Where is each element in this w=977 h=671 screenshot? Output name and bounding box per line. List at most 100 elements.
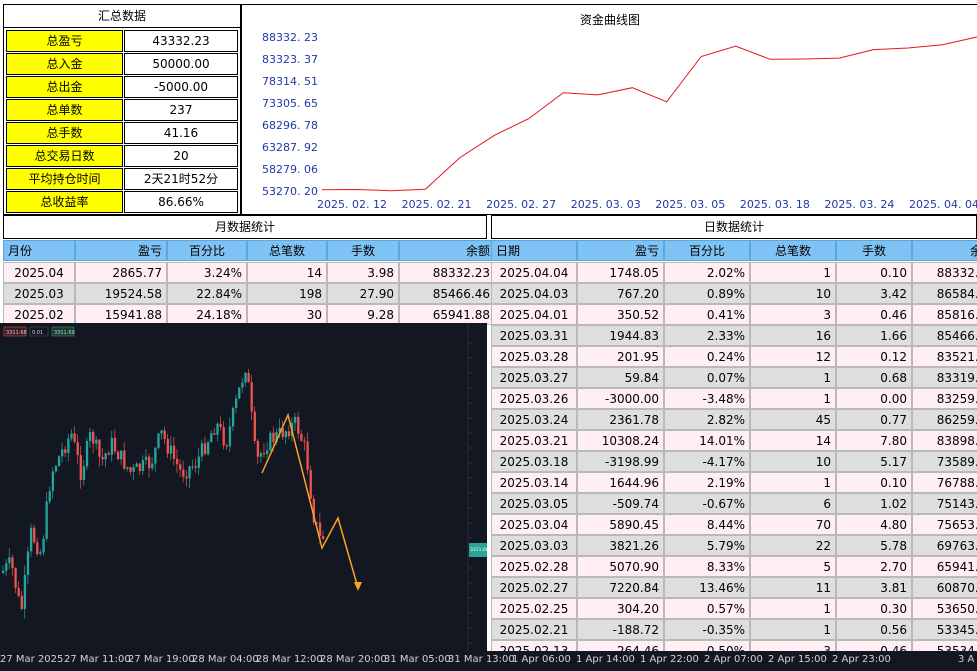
summary-title: 汇总数据 — [4, 5, 240, 28]
candle — [284, 430, 288, 445]
table-cell: -3198.99 — [577, 451, 664, 472]
candle — [303, 436, 306, 451]
table-header-cell[interactable]: 盈亏 — [577, 240, 664, 261]
table-cell: 0.07% — [664, 367, 750, 388]
price-chip[interactable]: 0.01 — [29, 326, 49, 337]
table-cell: 53650.14 — [912, 598, 977, 619]
table-header-cell[interactable]: 总笔数 — [750, 240, 836, 261]
table-header-cell[interactable]: 总笔数 — [247, 240, 327, 261]
time-axis-label: 1 Apr 06:00 — [512, 654, 571, 665]
table-cell: 1 — [750, 262, 836, 283]
summary-value: 43332.23 — [124, 30, 238, 52]
table-cell: 53345.94 — [912, 619, 977, 640]
candle — [200, 439, 204, 462]
candle — [238, 387, 241, 400]
table-cell: 2025.03.27 — [491, 367, 577, 388]
price-chip-label: 0.01 — [32, 330, 43, 336]
table-header-cell[interactable]: 日期 — [491, 240, 577, 261]
candle — [116, 449, 120, 460]
table-cell: 2025.02.28 — [491, 556, 577, 577]
y-tick-label: 83323. 37 — [262, 53, 318, 66]
candle — [144, 449, 148, 465]
summary-row: 总手数 41.16 — [4, 122, 240, 144]
table-cell: 1 — [750, 388, 836, 409]
table-header-cell[interactable]: 月份 — [3, 240, 75, 261]
candle — [216, 421, 219, 442]
current-price-text: 3311.68 — [470, 547, 487, 553]
candle — [98, 438, 101, 467]
summary-panel: 汇总数据 总盈亏 43332.23 总入金 50000.00 总出金 -5000.00 总单… — [3, 4, 241, 215]
equity-curve-title: 资金曲线图 — [579, 13, 640, 27]
price-chip-label: 3311.69 — [54, 330, 75, 336]
table-cell: 69763.14 — [912, 535, 977, 556]
price-chip[interactable]: 3311.69 — [51, 326, 75, 337]
time-axis-label: 28 Mar 12:00 — [256, 654, 323, 665]
summary-row: 总收益率 86.66% — [4, 191, 240, 213]
table-cell: 0.30 — [836, 598, 912, 619]
table-cell: 2025.02 — [3, 304, 75, 325]
table-cell: 45 — [750, 409, 836, 430]
candle — [219, 416, 222, 431]
time-axis-label: 3 A — [958, 654, 975, 665]
table-cell: 3.98 — [327, 262, 399, 283]
y-tick-label: 88332. 23 — [262, 31, 318, 44]
candlestick-chart[interactable]: 3311.68 0.01 3311.69 3311.68 — [0, 323, 487, 671]
table-cell: 27.90 — [327, 283, 399, 304]
y-tick-label: 58279. 06 — [262, 163, 318, 176]
table-cell: -3.48% — [664, 388, 750, 409]
table-cell: 0.10 — [836, 262, 912, 283]
candle — [17, 581, 20, 598]
table-cell: -4.17% — [664, 451, 750, 472]
candle — [163, 426, 166, 445]
summary-label: 平均持仓时间 — [6, 168, 123, 190]
table-header-cell[interactable]: 手数 — [327, 240, 399, 261]
table-header-cell[interactable]: 百分比 — [167, 240, 247, 261]
time-axis-label: 1 Apr 22:00 — [640, 654, 699, 665]
candle — [241, 377, 244, 394]
candle — [107, 450, 110, 456]
summary-value: 20 — [124, 145, 238, 167]
table-cell: 9.28 — [327, 304, 399, 325]
table-cell: 0.41% — [664, 304, 750, 325]
candle — [244, 371, 247, 387]
summary-value: 86.66% — [124, 191, 238, 213]
candle — [82, 459, 86, 486]
candle — [172, 436, 176, 466]
table-cell: 0.68 — [836, 367, 912, 388]
table-header-cell[interactable]: 盈亏 — [75, 240, 167, 261]
summary-label: 总手数 — [6, 122, 123, 144]
projection-path[interactable] — [261, 412, 359, 589]
time-axis-label: 27 Mar 11:00 — [64, 654, 131, 665]
candle — [23, 565, 27, 619]
price-chip[interactable]: 3311.68 — [3, 326, 27, 337]
table-cell: 2025.04.04 — [491, 262, 577, 283]
table-cell: 2025.03.21 — [491, 430, 577, 451]
candle — [210, 430, 213, 443]
y-tick-label: 73305. 65 — [262, 97, 318, 110]
table-header-cell[interactable]: 余额 — [912, 240, 977, 261]
candle — [169, 436, 173, 461]
candle — [36, 537, 39, 557]
table-cell: 1 — [750, 367, 836, 388]
table-cell: 2025.02.25 — [491, 598, 577, 619]
summary-row: 总交易日数 20 — [4, 145, 240, 167]
candle — [269, 430, 272, 452]
summary-row: 平均持仓时间 2天21时52分 — [4, 168, 240, 190]
table-cell: 5890.45 — [577, 514, 664, 535]
table-cell: 83898.06 — [912, 430, 977, 451]
table-cell: 0.24% — [664, 346, 750, 367]
price-chip-label: 3311.68 — [6, 330, 27, 336]
candle — [67, 434, 70, 462]
table-cell: 53534.66 — [912, 640, 977, 651]
candle — [231, 406, 235, 432]
candle — [151, 457, 154, 471]
table-header-cell[interactable]: 手数 — [836, 240, 912, 261]
table-header-cell[interactable]: 百分比 — [664, 240, 750, 261]
candle — [135, 462, 138, 467]
table-cell: 86584.18 — [912, 283, 977, 304]
table-header-cell[interactable]: 余额 — [399, 240, 495, 261]
summary-row: 总单数 237 — [4, 99, 240, 121]
summary-value: 2天21时52分 — [124, 168, 238, 190]
table-cell: 8.44% — [664, 514, 750, 535]
price-chart[interactable]: 3311.68 0.01 3311.69 3311.68 — [0, 323, 487, 671]
